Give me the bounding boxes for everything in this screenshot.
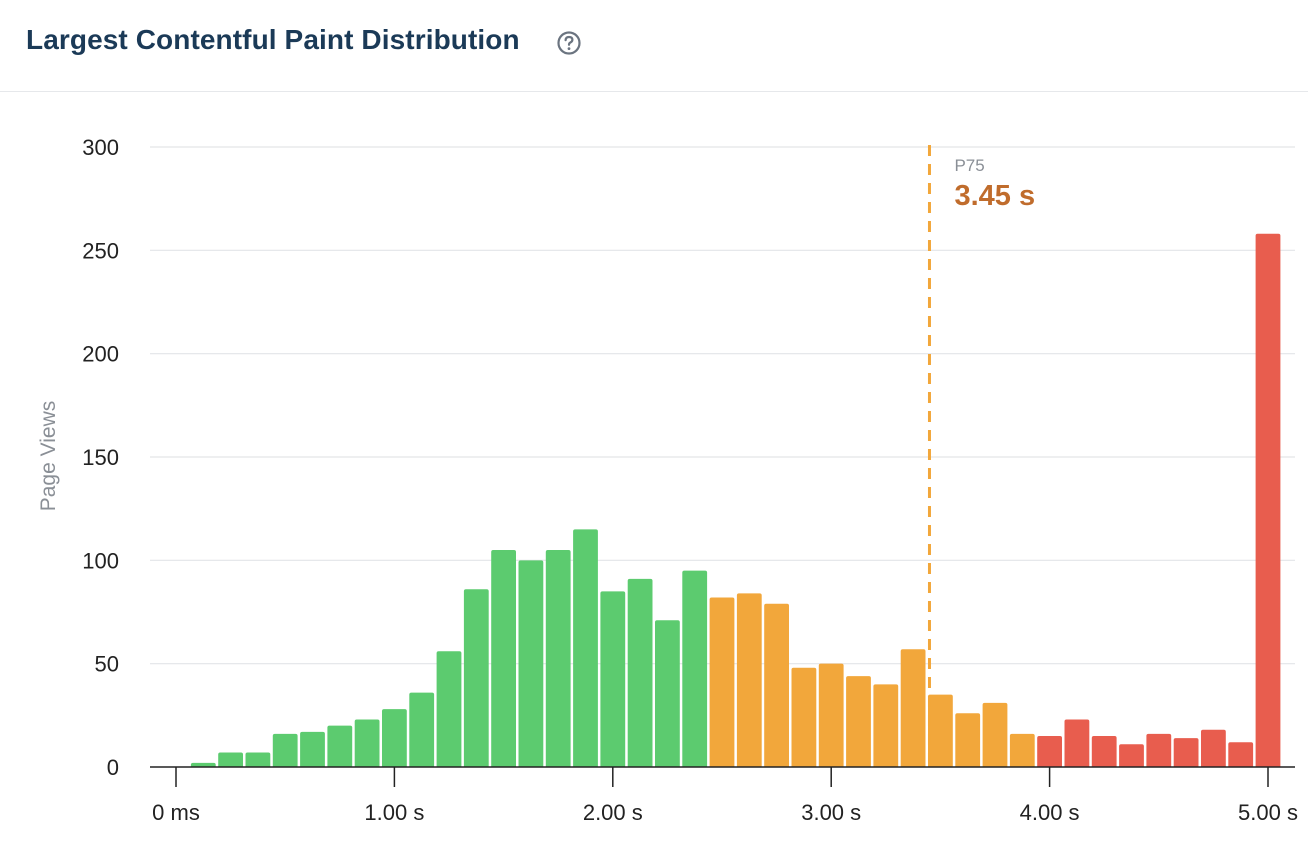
y-tick-label: 250: [82, 238, 119, 263]
bar-needs_improvement[interactable]: [818, 663, 844, 767]
bar-good[interactable]: [409, 692, 435, 767]
bar-good[interactable]: [491, 550, 516, 767]
x-tick-label: 3.00 s: [801, 800, 861, 825]
bar-good[interactable]: [245, 752, 271, 767]
bar-needs_improvement[interactable]: [900, 649, 926, 767]
bar-good[interactable]: [682, 570, 708, 767]
bar-needs_improvement[interactable]: [764, 603, 789, 767]
bar-good[interactable]: [436, 651, 462, 767]
bar-needs_improvement[interactable]: [736, 593, 762, 767]
x-tick-label: 4.00 s: [1020, 800, 1080, 825]
bar-good[interactable]: [518, 560, 544, 767]
y-tick-label: 300: [82, 135, 119, 160]
bar-poor[interactable]: [1119, 744, 1144, 767]
y-tick-label: 200: [82, 342, 119, 367]
x-tick-label: 1.00 s: [364, 800, 424, 825]
bar-good[interactable]: [272, 733, 298, 767]
bar-needs_improvement[interactable]: [1009, 733, 1035, 767]
bar-poor[interactable]: [1037, 736, 1062, 767]
bar-needs_improvement[interactable]: [791, 667, 817, 767]
chart-header: Largest Contentful Paint Distribution: [0, 0, 1308, 92]
bar-poor[interactable]: [1173, 738, 1199, 767]
y-axis-ticks: 0 50 100 150 200 250 300: [82, 135, 119, 780]
bar-good[interactable]: [354, 719, 380, 767]
p75-annotation: P75 3.45 s: [927, 145, 1035, 767]
bar-good[interactable]: [573, 529, 598, 767]
bar-needs_improvement[interactable]: [928, 694, 953, 767]
y-axis-title: Page Views: [37, 401, 60, 512]
page-title: Largest Contentful Paint Distribution: [26, 24, 520, 55]
bar-good[interactable]: [218, 752, 243, 767]
bar-poor[interactable]: [1146, 733, 1172, 767]
y-tick-label: 50: [95, 652, 119, 677]
bar-good[interactable]: [545, 550, 571, 767]
question-circle-icon[interactable]: [556, 30, 582, 56]
histogram-bars: [190, 233, 1281, 768]
p75-value: 3.45 s: [954, 180, 1035, 212]
bar-good[interactable]: [627, 578, 653, 767]
lcp-distribution-chart: 0 50 100 150 200 250 300 Page Views 0 ms 1.00 s…: [37, 135, 1298, 825]
bar-good[interactable]: [655, 620, 680, 767]
x-tick-label: 0 ms: [152, 800, 200, 825]
x-tick-label: 5.00 s: [1238, 800, 1298, 825]
bar-good[interactable]: [463, 589, 489, 767]
y-tick-label: 150: [82, 445, 119, 470]
bar-poor[interactable]: [1201, 729, 1226, 767]
bar-good[interactable]: [300, 731, 325, 767]
y-tick-label: 0: [107, 755, 119, 780]
bar-needs_improvement[interactable]: [709, 597, 735, 767]
bar-poor[interactable]: [1064, 719, 1090, 767]
x-tick-label: 2.00 s: [583, 800, 643, 825]
bar-needs_improvement[interactable]: [846, 676, 871, 767]
bar-good[interactable]: [600, 591, 626, 767]
bar-good[interactable]: [190, 762, 216, 767]
bar-needs_improvement[interactable]: [982, 702, 1008, 767]
x-axis: 0 ms 1.00 s 2.00 s 3.00 s 4.00 s 5.00 s: [150, 766, 1298, 825]
bar-needs_improvement[interactable]: [873, 684, 899, 767]
bar-poor[interactable]: [1228, 742, 1254, 767]
bar-good[interactable]: [382, 709, 407, 767]
bar-good[interactable]: [327, 725, 353, 767]
bar-poor[interactable]: [1091, 736, 1117, 767]
gridlines: [150, 146, 1295, 665]
p75-label: P75: [954, 156, 984, 175]
bar-needs_improvement[interactable]: [955, 713, 981, 767]
y-tick-label: 100: [82, 548, 119, 573]
bar-poor[interactable]: [1255, 233, 1281, 768]
